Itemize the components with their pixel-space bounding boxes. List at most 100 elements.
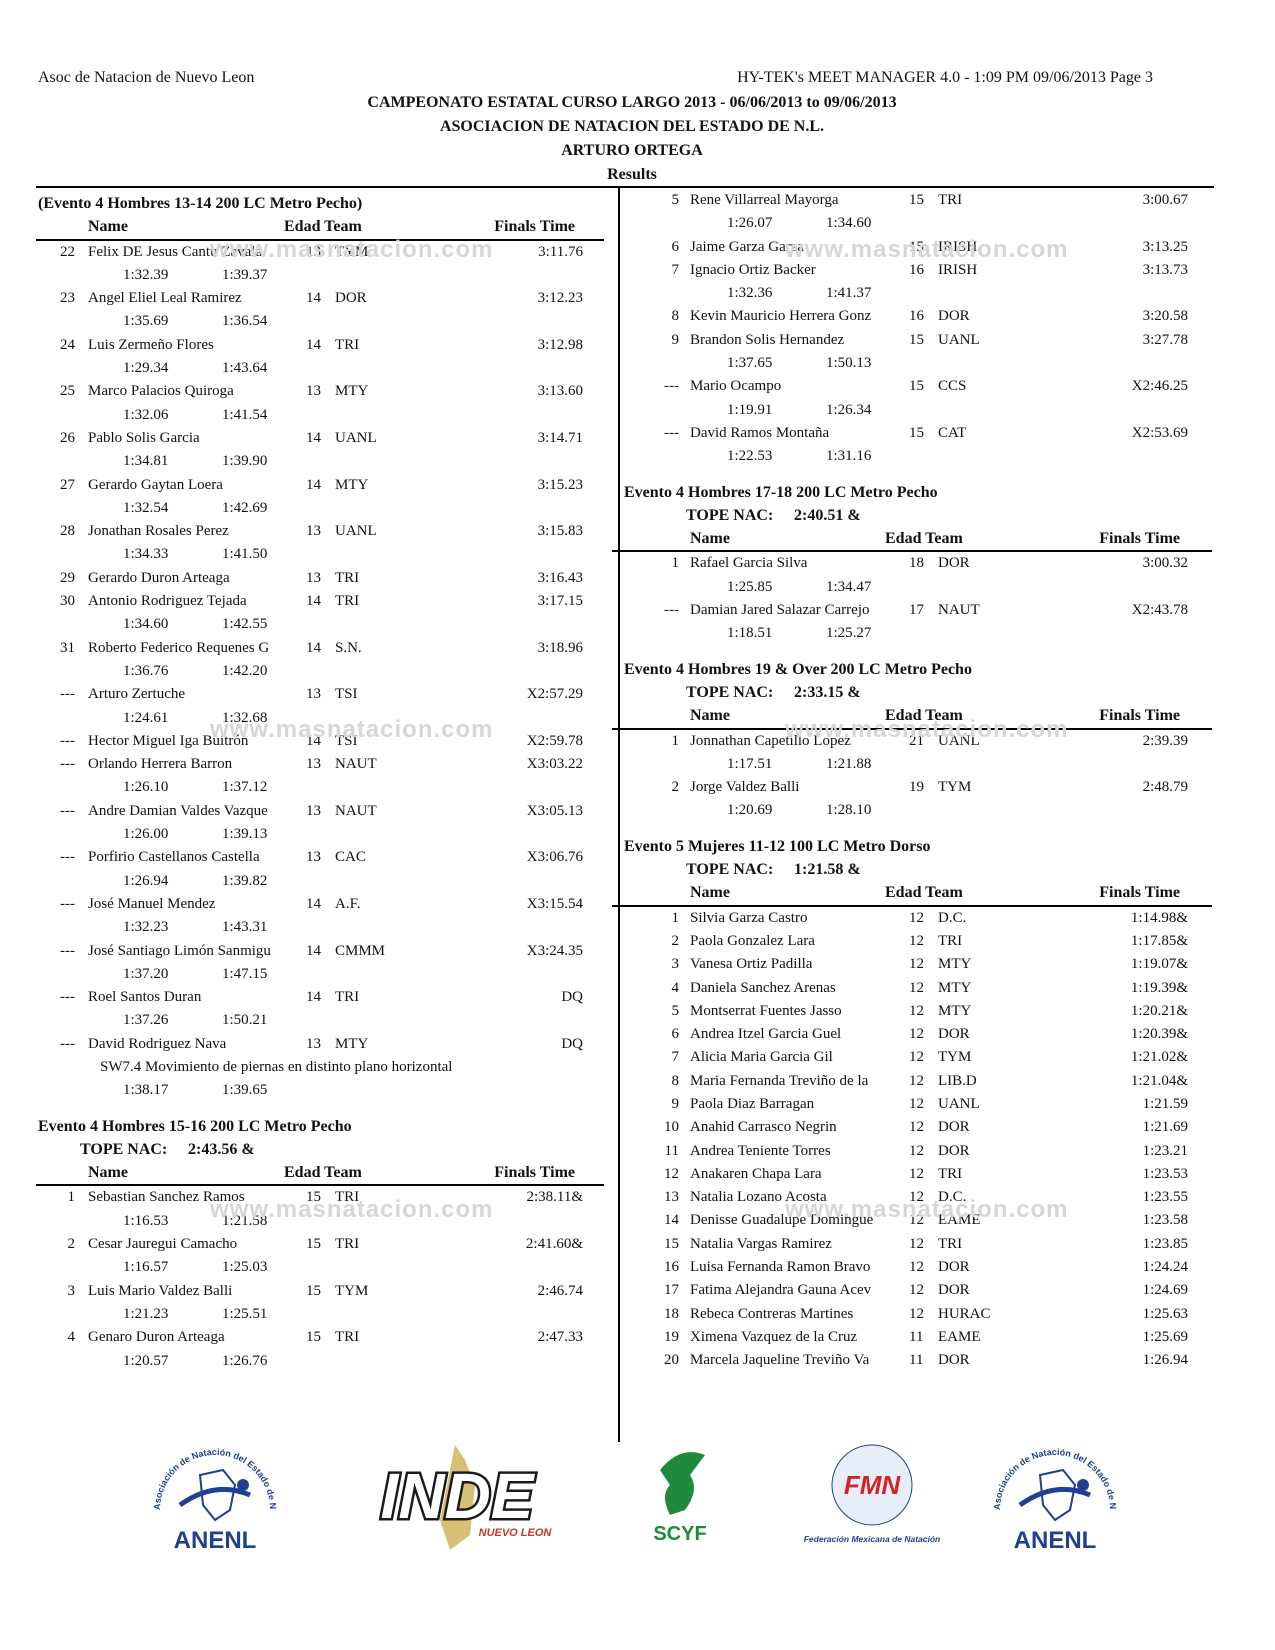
age: 14 [306, 732, 321, 749]
swimmer-name: Porfirio Castellanos Castella [88, 849, 260, 866]
finals-time: DQ [561, 989, 583, 1006]
name-header: Name [690, 884, 730, 902]
splits-row: 1:32.36 1:41.37 [640, 282, 1212, 305]
age: 14 [306, 476, 321, 493]
swimmer-name: Kevin Mauricio Herrera Gonz [690, 308, 872, 325]
team: TRI [335, 593, 360, 610]
tope-nac-line: TOPE NAC: 2:43.56 & [38, 1138, 606, 1161]
swimmer-name: Jaime Garza Garza [690, 238, 805, 255]
finals-time-header: Finals Time [1099, 530, 1180, 548]
split: 1:39.37 [222, 266, 268, 283]
team: HURAC [938, 1305, 991, 1322]
team: MTY [938, 956, 972, 973]
split: 1:32.36 [727, 285, 773, 302]
finals-time: 1:21.04& [1130, 1072, 1188, 1089]
finals-time: X2:46.25 [1131, 378, 1188, 395]
event-heading: (Evento 4 Hombres 13-14 200 LC Metro Pec… [38, 195, 363, 212]
team: DOR [938, 1119, 970, 1136]
team: TYM [938, 1049, 972, 1066]
result-row: --- Orlando Herrera Barron 13 NAUT X3:03.22 [38, 753, 606, 776]
name-header: Name [690, 707, 730, 725]
place: --- [60, 1035, 75, 1052]
tope-nac-line: TOPE NAC: 1:21.58 & [640, 858, 1212, 881]
finals-time: X3:15.54 [526, 895, 583, 912]
splits-row: 1:36.76 1:42.20 [38, 660, 606, 683]
age: 17 [909, 602, 924, 619]
result-row: 6 Jaime Garza Garza 15 IRISH 3:13.25 [640, 236, 1212, 259]
tope-value: 2:43.56 & [188, 1140, 255, 1158]
swimmer-name: Marco Palacios Quiroga [88, 383, 234, 400]
place: 1 [671, 732, 680, 749]
team: DOR [938, 1026, 970, 1043]
place: 27 [60, 476, 75, 493]
result-row: --- Hector Miguel Iga Buitrón 14 TSI X2:59.7… [38, 730, 606, 753]
column-header: Name Edad Team Finals Time [36, 1161, 604, 1187]
swimmer-name: Jonathan Rosales Perez [88, 523, 229, 540]
splits-row: 1:32.06 1:41.54 [38, 404, 606, 427]
team: EAME [938, 1328, 981, 1345]
swimmer-name: Paola Gonzalez Lara [690, 932, 815, 949]
edad-team-header: Edad Team [885, 530, 963, 548]
age: 15 [306, 1189, 321, 1206]
swimmer-name: Ignacio Ortiz Backer [690, 261, 816, 278]
finals-time: 2:38.11& [526, 1189, 583, 1206]
place: 25 [60, 383, 75, 400]
split: 1:29.34 [123, 360, 169, 377]
result-row: 19 Ximena Vazquez de la Cruz 11 EAME 1:25.69 [640, 1326, 1212, 1349]
splits-row: 1:21.23 1:25.51 [38, 1303, 606, 1326]
finals-time: 3:27.78 [1142, 331, 1188, 348]
place: 2 [671, 932, 680, 949]
tope-label: TOPE NAC: [686, 861, 774, 879]
swimmer-name: Brandon Solis Hernandez [690, 331, 845, 348]
finals-time: 1:23.21 [1142, 1142, 1188, 1159]
split: 1:34.81 [123, 453, 169, 470]
swimmer-name: Luis Mario Valdez Balli [88, 1282, 233, 1299]
team: UANL [938, 331, 980, 348]
split: 1:34.33 [123, 546, 169, 563]
place: 11 [664, 1142, 679, 1159]
splits-row: 1:26.10 1:37.12 [38, 776, 606, 799]
finals-time: 3:17.15 [537, 593, 583, 610]
split: 1:34.60 [123, 616, 169, 633]
split: 1:41.50 [222, 546, 268, 563]
result-row: --- David Ramos Montaña 15 CAT X2:53.69 [640, 422, 1212, 445]
finals-time: 1:25.69 [1142, 1328, 1188, 1345]
place: 12 [664, 1165, 679, 1182]
result-row: 2 Jorge Valdez Balli 19 TYM 2:48.79 [640, 776, 1212, 799]
column-header: Name Edad Team Finals Time [612, 704, 1212, 730]
split: 1:32.23 [123, 919, 169, 936]
swimmer-name: Andrea Teniente Torres [690, 1142, 831, 1159]
svg-text:SCYF: SCYF [653, 1523, 706, 1545]
age: 12 [909, 1119, 924, 1136]
swimmer-name: David Ramos Montaña [690, 424, 830, 441]
place: 1 [67, 1189, 76, 1206]
splits-row: 1:35.69 1:36.54 [38, 310, 606, 333]
tope-label: TOPE NAC: [686, 683, 774, 701]
split: 1:39.82 [222, 872, 268, 889]
result-row: 8 Maria Fernanda Treviño de la 12 LIB.D 1:21… [640, 1070, 1212, 1093]
result-row: 4 Daniela Sanchez Arenas 12 MTY 1:19.39& [640, 977, 1212, 1000]
edad-team-header: Edad Team [885, 707, 963, 725]
edad-team-header: Edad Team [284, 218, 362, 236]
place: 9 [671, 331, 680, 348]
age: 12 [909, 932, 924, 949]
svg-text:FMN: FMN [844, 1470, 902, 1500]
splits-row: 1:26.94 1:39.82 [38, 870, 606, 893]
team: TRI [335, 569, 360, 586]
result-row: 1 Rafael Garcia Silva 18 DOR 3:00.32 [640, 552, 1212, 575]
split: 1:25.03 [222, 1259, 268, 1276]
split: 1:34.47 [826, 578, 872, 595]
result-row: 7 Alicia Maria Garcia Gil 12 TYM 1:21.02& [640, 1046, 1212, 1069]
team: NAUT [938, 602, 980, 619]
split: 1:43.64 [222, 360, 268, 377]
split: 1:32.06 [123, 406, 169, 423]
team: MTY [938, 1002, 972, 1019]
swimmer-name: Ximena Vazquez de la Cruz [690, 1328, 858, 1345]
split: 1:20.57 [123, 1352, 169, 1369]
swimmer-name: Jorge Valdez Balli [690, 779, 800, 796]
team: TSI [335, 686, 358, 703]
place: 7 [671, 261, 680, 278]
finals-time: 1:19.07& [1130, 956, 1188, 973]
swimmer-name: Marcela Jaqueline Treviño Va [690, 1352, 870, 1369]
result-row: 30 Antonio Rodriguez Tejada 14 TRI 3:17.15 [38, 590, 606, 613]
